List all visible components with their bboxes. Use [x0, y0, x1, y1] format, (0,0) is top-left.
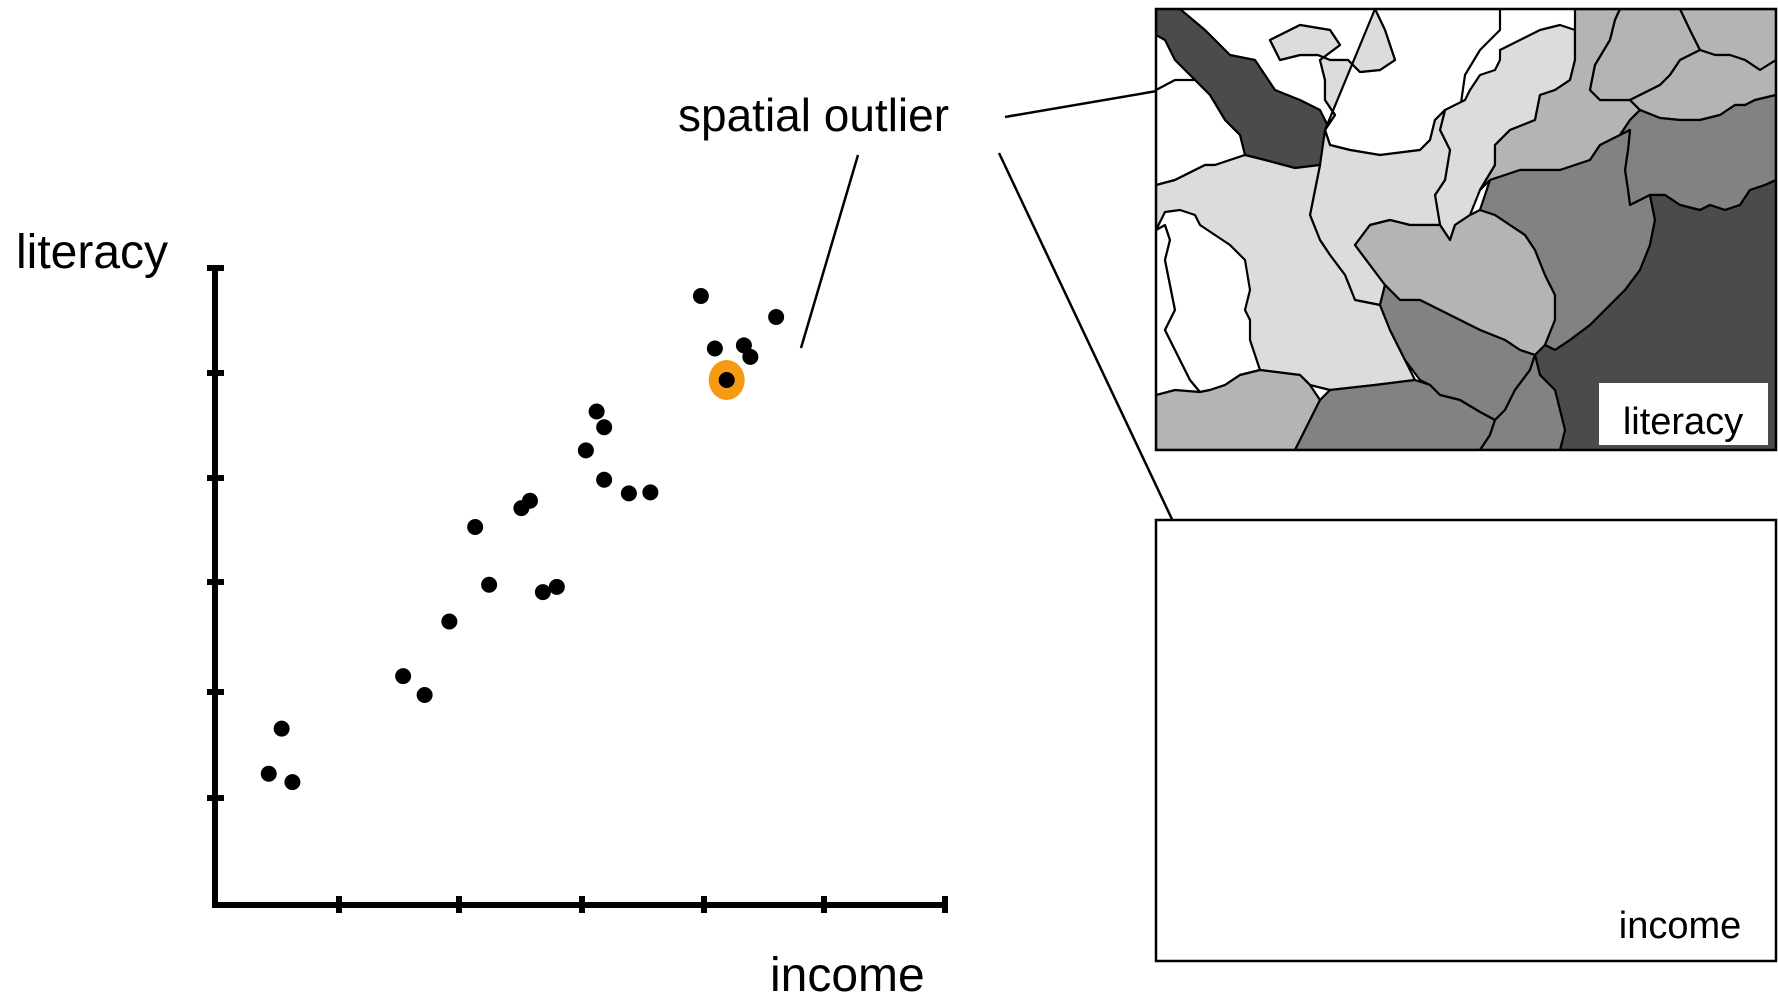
scatter-point — [642, 484, 658, 500]
scatter-point — [578, 442, 594, 458]
scatter-point — [596, 472, 612, 488]
scatter-plot: literacy income — [16, 226, 948, 998]
y-axis-label: literacy — [16, 226, 168, 279]
scatter-point — [621, 485, 637, 501]
literacy-map: literacy — [1156, 9, 1776, 450]
scatter-point — [707, 341, 723, 357]
scatter-point — [261, 766, 277, 782]
annotation-label: spatial outlier — [678, 89, 949, 141]
scatter-point — [549, 579, 565, 595]
scatter-point — [441, 614, 457, 630]
scatter-point — [284, 774, 300, 790]
scatter-point — [768, 309, 784, 325]
scatter-point — [589, 404, 605, 420]
income-map-label: income — [1619, 905, 1742, 947]
outlier-point — [719, 372, 735, 388]
annotation-line-to-point — [801, 155, 858, 348]
scatter-point — [693, 288, 709, 304]
scatter-point — [481, 577, 497, 593]
income-map: income — [1156, 520, 1776, 961]
scatter-point — [467, 519, 483, 535]
scatter-point — [522, 493, 538, 509]
spatial-outlier-annotation: spatial outlier — [678, 79, 1227, 551]
scatter-point — [274, 721, 290, 737]
scatter-point — [417, 687, 433, 703]
scatter-point — [535, 584, 551, 600]
x-axis-label: income — [770, 949, 925, 998]
scatter-point — [395, 668, 411, 684]
scatter-points — [261, 288, 784, 790]
scatter-point — [596, 419, 612, 435]
scatter-point — [742, 349, 758, 365]
literacy-map-label: literacy — [1623, 401, 1743, 443]
